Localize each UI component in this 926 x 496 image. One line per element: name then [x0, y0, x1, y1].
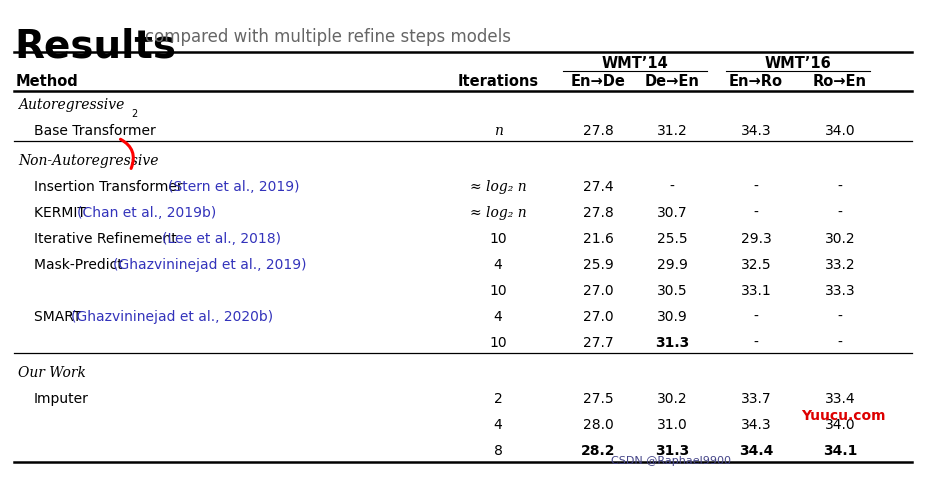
- Text: En→Ro: En→Ro: [729, 74, 783, 89]
- Text: 33.1: 33.1: [741, 284, 771, 298]
- Text: 4: 4: [494, 310, 503, 324]
- Text: 25.9: 25.9: [582, 258, 613, 272]
- Text: 34.0: 34.0: [825, 124, 856, 138]
- Text: Autoregressive: Autoregressive: [18, 98, 124, 112]
- Text: Method: Method: [16, 74, 79, 89]
- Text: (Lee et al., 2018): (Lee et al., 2018): [162, 232, 282, 246]
- Text: Our Work: Our Work: [18, 366, 86, 380]
- FancyArrowPatch shape: [120, 139, 133, 169]
- Text: WMT’14: WMT’14: [602, 56, 669, 71]
- Text: 29.9: 29.9: [657, 258, 687, 272]
- Text: (Chan et al., 2019b): (Chan et al., 2019b): [77, 206, 216, 220]
- Text: ≈ log₂ n: ≈ log₂ n: [469, 180, 526, 194]
- Text: Base Transformer: Base Transformer: [34, 124, 156, 138]
- Text: Yuucu.com: Yuucu.com: [801, 409, 885, 423]
- Text: 28.2: 28.2: [581, 444, 615, 458]
- Text: Non-Autoregressive: Non-Autoregressive: [18, 154, 158, 168]
- Text: 34.1: 34.1: [823, 444, 857, 458]
- Text: -: -: [754, 336, 758, 350]
- Text: 8: 8: [494, 444, 503, 458]
- Text: -: -: [754, 206, 758, 220]
- Text: SMART: SMART: [34, 310, 86, 324]
- Text: -: -: [754, 180, 758, 194]
- Text: 31.0: 31.0: [657, 418, 687, 432]
- Text: 27.0: 27.0: [582, 284, 613, 298]
- Text: ≈ log₂ n: ≈ log₂ n: [469, 206, 526, 220]
- Text: 34.4: 34.4: [739, 444, 773, 458]
- Text: 27.5: 27.5: [582, 392, 613, 406]
- Text: En→De: En→De: [570, 74, 625, 89]
- Text: -: -: [837, 336, 843, 350]
- Text: 30.9: 30.9: [657, 310, 687, 324]
- Text: 34.3: 34.3: [741, 418, 771, 432]
- Text: 27.0: 27.0: [582, 310, 613, 324]
- Text: 33.7: 33.7: [741, 392, 771, 406]
- Text: 31.3: 31.3: [655, 336, 689, 350]
- Text: 30.7: 30.7: [657, 206, 687, 220]
- Text: CSDN @Raphael9900: CSDN @Raphael9900: [611, 456, 732, 466]
- Text: 30.2: 30.2: [657, 392, 687, 406]
- Text: 27.4: 27.4: [582, 180, 613, 194]
- Text: 31.3: 31.3: [655, 444, 689, 458]
- Text: 10: 10: [489, 232, 507, 246]
- Text: (Ghazvininejad et al., 2020b): (Ghazvininejad et al., 2020b): [70, 310, 273, 324]
- Text: 30.5: 30.5: [657, 284, 687, 298]
- Text: 33.3: 33.3: [825, 284, 856, 298]
- Text: 2: 2: [494, 392, 503, 406]
- Text: -: -: [754, 310, 758, 324]
- Text: Iterative Refinement: Iterative Refinement: [34, 232, 181, 246]
- Text: Imputer: Imputer: [34, 392, 89, 406]
- Text: 4: 4: [494, 258, 503, 272]
- Text: 21.6: 21.6: [582, 232, 613, 246]
- Text: (Ghazvininejad et al., 2019): (Ghazvininejad et al., 2019): [113, 258, 307, 272]
- Text: Mask-Predict: Mask-Predict: [34, 258, 127, 272]
- Text: -: -: [837, 180, 843, 194]
- Text: Iterations: Iterations: [457, 74, 539, 89]
- Text: 4: 4: [494, 418, 503, 432]
- Text: 2: 2: [131, 109, 138, 119]
- Text: 27.8: 27.8: [582, 206, 613, 220]
- Text: -: -: [837, 310, 843, 324]
- Text: Results: Results: [14, 28, 176, 66]
- Text: 27.7: 27.7: [582, 336, 613, 350]
- Text: 31.2: 31.2: [657, 124, 687, 138]
- Text: WMT’16: WMT’16: [765, 56, 832, 71]
- Text: 34.3: 34.3: [741, 124, 771, 138]
- Text: Insertion Transformer: Insertion Transformer: [34, 180, 187, 194]
- Text: 32.5: 32.5: [741, 258, 771, 272]
- Text: 28.0: 28.0: [582, 418, 613, 432]
- Text: (Stern et al., 2019): (Stern et al., 2019): [169, 180, 300, 194]
- Text: -: -: [837, 206, 843, 220]
- Text: 10: 10: [489, 336, 507, 350]
- Text: 30.2: 30.2: [825, 232, 856, 246]
- Text: 34.0: 34.0: [825, 418, 856, 432]
- Text: compared with multiple refine steps models: compared with multiple refine steps mode…: [145, 28, 511, 46]
- Text: -: -: [669, 180, 674, 194]
- Text: 10: 10: [489, 284, 507, 298]
- Text: Ro→En: Ro→En: [813, 74, 867, 89]
- Text: KERMIT: KERMIT: [34, 206, 90, 220]
- Text: n: n: [494, 124, 503, 138]
- Text: De→En: De→En: [644, 74, 699, 89]
- Text: 33.4: 33.4: [825, 392, 856, 406]
- Text: 27.8: 27.8: [582, 124, 613, 138]
- Text: 29.3: 29.3: [741, 232, 771, 246]
- Text: 25.5: 25.5: [657, 232, 687, 246]
- Text: 33.2: 33.2: [825, 258, 856, 272]
